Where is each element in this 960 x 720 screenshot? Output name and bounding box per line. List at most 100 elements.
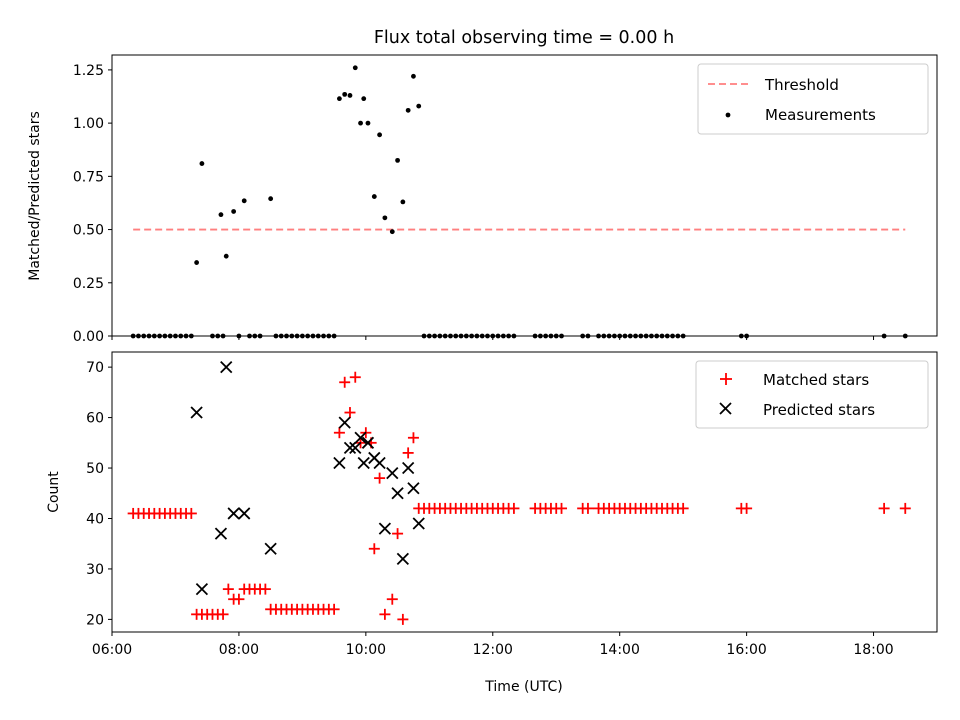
predicted-star-point — [338, 416, 351, 429]
top-ytick-label: 0.00 — [73, 329, 104, 345]
measurement-point — [382, 215, 388, 221]
top-ylabel: Matched/Predicted stars — [27, 111, 43, 281]
measurement-point — [389, 229, 395, 235]
bottom-ytick-label: 70 — [86, 360, 104, 376]
matched-star-point — [878, 502, 890, 514]
top-ytick-label: 1.00 — [73, 116, 104, 132]
predicted-star-point — [333, 456, 346, 470]
matched-star-point — [328, 603, 340, 615]
predicted-star-point — [214, 527, 228, 540]
bottom-xtick-label: 12:00 — [473, 642, 513, 658]
measurement-point — [268, 196, 274, 202]
legend-matched-swatch — [720, 373, 732, 385]
top-ytick-label: 0.50 — [73, 223, 104, 239]
predicted-star-point — [402, 461, 415, 475]
bottom-ylabel: Count — [46, 471, 62, 513]
predicted-star-point — [373, 456, 386, 470]
bottom-xtick-label: 18:00 — [853, 642, 893, 658]
matched-star-point — [217, 608, 229, 620]
matched-star-point — [392, 528, 404, 540]
measurement-point — [199, 161, 205, 166]
legend-predicted-swatch — [719, 402, 732, 415]
measurement-point — [223, 253, 229, 259]
measurement-point — [405, 107, 411, 113]
measurement-point — [411, 73, 416, 79]
matched-star-point — [339, 376, 351, 388]
matched-star-point — [582, 502, 594, 514]
bottom-panel: 20 30 40 50 60 70 06:00 08:00 10:00 12:00 14:00 16… — [46, 351, 938, 695]
matched-star-point — [374, 472, 386, 484]
matched-star-point — [556, 502, 568, 514]
predicted-star-point — [357, 456, 370, 470]
measurement-point — [231, 209, 237, 214]
predicted-star-point — [378, 522, 392, 535]
measurement-point — [400, 199, 406, 205]
measurement-point — [342, 91, 348, 97]
measurement-point — [377, 132, 382, 138]
predicted-star-point — [343, 441, 357, 454]
predicted-star-point — [391, 487, 404, 500]
bottom-ytick-label: 40 — [86, 511, 104, 527]
measurement-point — [365, 120, 371, 126]
matched-star-point — [741, 502, 753, 514]
measurement-point — [241, 198, 247, 204]
matched-star-point — [233, 593, 245, 605]
measurement-point — [361, 96, 367, 102]
predicted-star-point — [354, 431, 367, 444]
legend-measurements-swatch — [725, 112, 731, 118]
measurement-point — [358, 120, 363, 126]
predicted-star-point — [238, 507, 251, 520]
matched-star-point — [368, 543, 380, 555]
bottom-xtick-label: 10:00 — [346, 642, 386, 658]
bottom-xtick-label: 16:00 — [726, 642, 766, 658]
predicted-star-point — [407, 482, 420, 495]
top-ytick-label: 0.25 — [73, 276, 104, 292]
top-ytick-label: 0.75 — [73, 169, 104, 185]
bottom-xtick-label: 08:00 — [219, 642, 259, 658]
bottom-xtick-label: 14:00 — [600, 642, 640, 658]
matched-star-point — [677, 502, 689, 514]
predicted-star-point — [361, 436, 375, 449]
measurement-point — [395, 157, 400, 163]
matched-star-point — [379, 608, 391, 620]
predicted-star-point — [195, 582, 209, 596]
predicted-star-point — [412, 517, 425, 530]
top-legend: Threshold Measurements — [697, 63, 929, 135]
matched-star-point — [899, 502, 911, 514]
top-axes-frame — [111, 54, 938, 337]
matched-star-point — [185, 507, 197, 519]
top-ytick-label: 1.25 — [73, 63, 104, 79]
measurement-point — [337, 96, 342, 102]
chart-title: Flux total observing time = 0.00 h — [374, 28, 674, 48]
bottom-ytick-label: 50 — [86, 461, 104, 477]
matched-star-point — [508, 502, 520, 514]
matched-star-point — [333, 427, 345, 439]
matched-star-point — [344, 407, 356, 419]
predicted-star-point — [349, 441, 362, 454]
legend-matched-label: Matched stars — [763, 371, 869, 389]
matched-star-point — [386, 593, 398, 605]
bottom-ytick-label: 20 — [86, 612, 104, 628]
predicted-star-point — [386, 466, 399, 480]
legend-threshold-label: Threshold — [764, 76, 839, 94]
legend-predicted-label: Predicted stars — [763, 401, 875, 419]
bottom-axes-frame — [111, 351, 938, 633]
measurement-point — [218, 212, 224, 218]
bottom-ytick-label: 60 — [86, 411, 104, 427]
measurement-point — [416, 103, 422, 109]
matched-star-point — [397, 613, 409, 625]
matched-star-point — [222, 583, 234, 595]
bottom-xlabel: Time (UTC) — [484, 679, 562, 695]
matched-star-point — [259, 583, 271, 595]
measurement-point — [371, 194, 377, 199]
measurement-point — [352, 65, 358, 71]
bottom-legend: Matched stars Predicted stars — [695, 360, 929, 429]
predicted-star-point — [190, 406, 203, 419]
bottom-xtick-label: 06:00 — [92, 642, 132, 658]
legend-measurements-label: Measurements — [765, 106, 876, 124]
top-panel: 0.00 0.25 0.50 0.75 1.00 1.25 Matched/Predict… — [27, 54, 938, 345]
bottom-ytick-label: 30 — [86, 562, 104, 578]
matched-star-point — [402, 447, 414, 459]
predicted-star-point — [264, 542, 277, 555]
